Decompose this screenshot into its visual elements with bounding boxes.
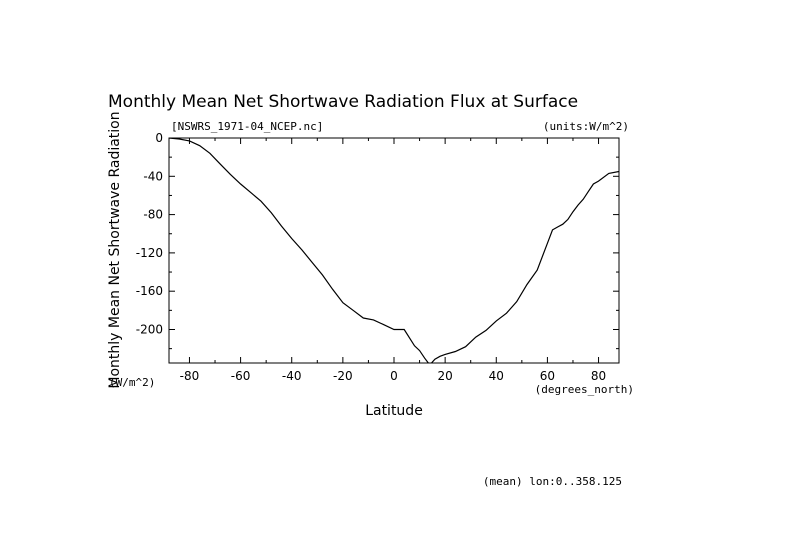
y-tick-label: -40 [143, 169, 163, 183]
chart-title: Monthly Mean Net Shortwave Radiation Flu… [108, 92, 578, 112]
y-tick-label: -160 [136, 284, 163, 298]
x-axis-ticks: -80 -60 -40 -20 0 20 40 60 80 [180, 138, 606, 383]
x-axis-units: (degrees_north) [535, 383, 634, 396]
x-axis-label: Latitude [365, 403, 423, 419]
x-tick-label: 0 [390, 369, 398, 383]
y-axis-label: Monthly Mean Net Shortwave Radiation [107, 111, 123, 388]
x-tick-label: -40 [282, 369, 302, 383]
file-label: [NSWRS_1971-04_NCEP.nc] [171, 120, 323, 133]
series-line-0 [169, 138, 619, 363]
y-tick-label: -80 [143, 208, 163, 222]
y-axis-ticks: 0 -40 -80 -120 -160 -200 [136, 131, 619, 350]
x-tick-label: -20 [333, 369, 353, 383]
x-tick-label: 20 [437, 369, 452, 383]
x-tick-label: 40 [489, 369, 504, 383]
units-label: (units:W/m^2) [543, 120, 629, 133]
x-tick-label: 60 [540, 369, 555, 383]
x-tick-label: 80 [591, 369, 606, 383]
y-tick-label: 0 [155, 131, 163, 145]
y-tick-label: -120 [136, 246, 163, 260]
series-layer [169, 138, 619, 363]
y-axis-units: (W/m^2) [109, 376, 155, 389]
x-tick-label: -80 [180, 369, 200, 383]
x-tick-label: -60 [231, 369, 251, 383]
y-tick-label: -200 [136, 322, 163, 336]
footnote: (mean) lon:0..358.125 [483, 475, 622, 488]
